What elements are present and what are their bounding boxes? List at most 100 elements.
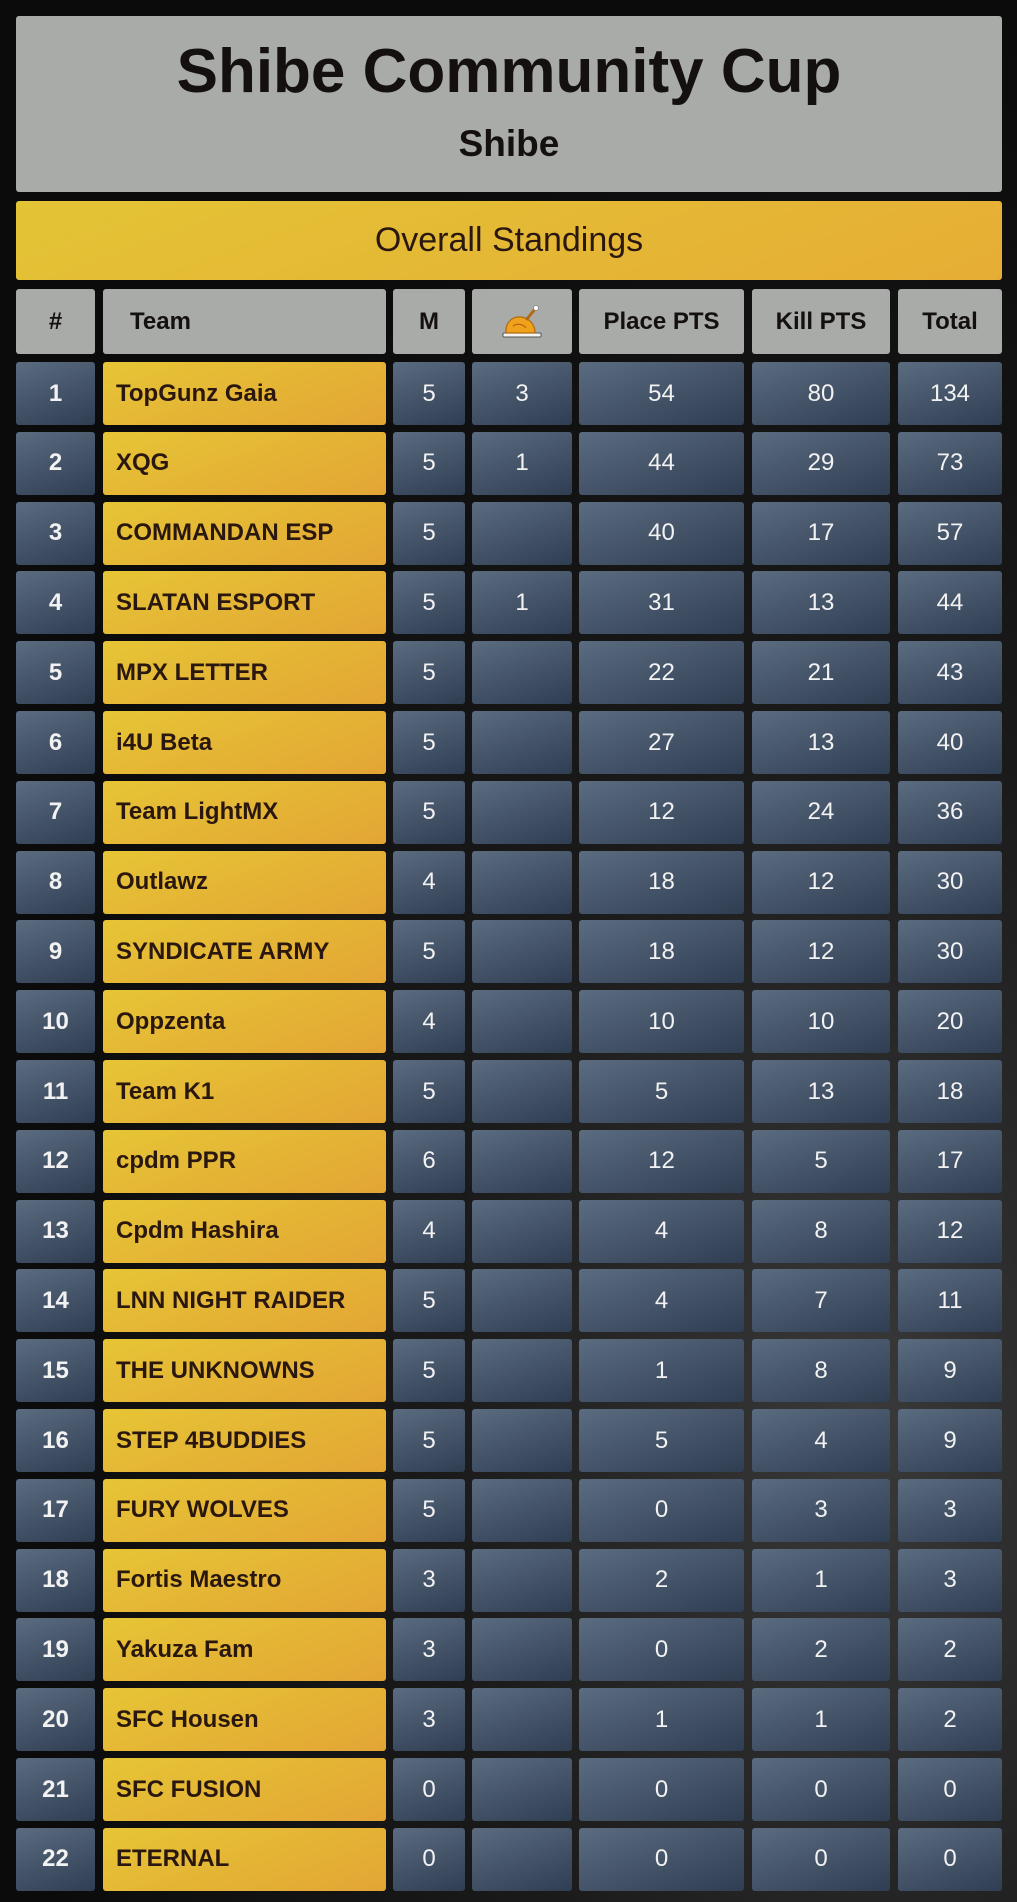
table-row: 6 i4U Beta 5 27 13 40 [0, 711, 1017, 774]
matches-cell: 5 [393, 1478, 465, 1542]
wwcd-cell [472, 1827, 572, 1891]
rank-cell: 14 [16, 1269, 95, 1333]
total-pts-cell: 9 [898, 1339, 1002, 1403]
place-pts-cell: 44 [579, 431, 744, 495]
matches-cell: 3 [393, 1688, 465, 1752]
table-row: 15 THE UNKNOWNS 5 1 8 9 [0, 1339, 1017, 1403]
table-row: 3 COMMANDAN ESP 5 40 17 57 [0, 501, 1017, 565]
place-pts-cell: 27 [579, 711, 744, 774]
wwcd-cell [472, 641, 572, 705]
wwcd-cell [472, 990, 572, 1054]
kill-pts-cell: 21 [752, 641, 890, 705]
place-pts-cell: 54 [579, 362, 744, 425]
matches-cell: 5 [393, 780, 465, 844]
team-name-cell: STEP 4BUDDIES [103, 1409, 386, 1472]
kill-pts-cell: 8 [752, 1199, 890, 1263]
kill-pts-cell: 12 [752, 920, 890, 984]
kill-pts-cell: 13 [752, 571, 890, 635]
kill-pts-cell: 1 [752, 1688, 890, 1752]
rank-cell: 6 [16, 711, 95, 774]
rank-cell: 7 [16, 780, 95, 844]
wwcd-cell [472, 1688, 572, 1752]
column-header-wwcd [472, 289, 572, 354]
rank-cell: 15 [16, 1339, 95, 1403]
table-row: 4 SLATAN ESPORT 5 1 31 13 44 [0, 571, 1017, 635]
team-name-cell: SLATAN ESPORT [103, 571, 386, 635]
kill-pts-cell: 10 [752, 990, 890, 1054]
team-name-cell: LNN NIGHT RAIDER [103, 1269, 386, 1333]
table-row: 14 LNN NIGHT RAIDER 5 4 7 11 [0, 1269, 1017, 1333]
place-pts-cell: 0 [579, 1618, 744, 1682]
team-name-cell: XQG [103, 431, 386, 495]
matches-cell: 0 [393, 1758, 465, 1821]
wwcd-cell [472, 1478, 572, 1542]
matches-cell: 3 [393, 1548, 465, 1612]
total-pts-cell: 44 [898, 571, 1002, 635]
table-row: 17 FURY WOLVES 5 0 3 3 [0, 1478, 1017, 1542]
matches-cell: 5 [393, 711, 465, 774]
team-name-cell: COMMANDAN ESP [103, 501, 386, 565]
column-header-kill-pts: Kill PTS [752, 289, 890, 354]
kill-pts-cell: 4 [752, 1409, 890, 1472]
matches-cell: 5 [393, 1339, 465, 1403]
wwcd-cell [472, 711, 572, 774]
team-name-cell: Yakuza Fam [103, 1618, 386, 1682]
wwcd-cell [472, 1548, 572, 1612]
team-name-cell: Oppzenta [103, 990, 386, 1054]
column-header-rank: # [16, 289, 95, 354]
team-name-cell: FURY WOLVES [103, 1478, 386, 1542]
total-pts-cell: 43 [898, 641, 1002, 705]
total-pts-cell: 40 [898, 711, 1002, 774]
organizer-subtitle: Shibe [458, 122, 560, 164]
tournament-header: Shibe Community Cup Shibe [16, 16, 1002, 192]
column-header-matches: M [393, 289, 465, 354]
kill-pts-cell: 80 [752, 362, 890, 425]
team-name-cell: MPX LETTER [103, 641, 386, 705]
rank-cell: 2 [16, 431, 95, 495]
matches-cell: 0 [393, 1827, 465, 1891]
total-pts-cell: 36 [898, 780, 1002, 844]
rank-cell: 12 [16, 1129, 95, 1193]
table-row: 18 Fortis Maestro 3 2 1 3 [0, 1548, 1017, 1612]
rank-cell: 11 [16, 1060, 95, 1123]
rank-cell: 20 [16, 1688, 95, 1752]
place-pts-cell: 5 [579, 1060, 744, 1123]
team-name-cell: Cpdm Hashira [103, 1199, 386, 1263]
rank-cell: 16 [16, 1409, 95, 1472]
matches-cell: 5 [393, 1269, 465, 1333]
place-pts-cell: 12 [579, 1129, 744, 1193]
matches-cell: 5 [393, 362, 465, 425]
kill-pts-cell: 13 [752, 711, 890, 774]
kill-pts-cell: 0 [752, 1758, 890, 1821]
matches-cell: 5 [393, 1060, 465, 1123]
total-pts-cell: 11 [898, 1269, 1002, 1333]
table-row: 8 Outlawz 4 18 12 30 [0, 850, 1017, 914]
team-name-cell: SFC Housen [103, 1688, 386, 1752]
total-pts-cell: 17 [898, 1129, 1002, 1193]
place-pts-cell: 18 [579, 850, 744, 914]
rank-cell: 17 [16, 1478, 95, 1542]
rank-cell: 9 [16, 920, 95, 984]
team-name-cell: SYNDICATE ARMY [103, 920, 386, 984]
wwcd-cell: 1 [472, 431, 572, 495]
matches-cell: 4 [393, 850, 465, 914]
matches-cell: 3 [393, 1618, 465, 1682]
wwcd-cell [472, 1269, 572, 1333]
matches-cell: 5 [393, 571, 465, 635]
tournament-title: Shibe Community Cup [176, 36, 842, 106]
team-name-cell: THE UNKNOWNS [103, 1339, 386, 1403]
matches-cell: 5 [393, 1409, 465, 1472]
chicken-dinner-icon [502, 304, 542, 337]
matches-cell: 5 [393, 431, 465, 495]
total-pts-cell: 57 [898, 501, 1002, 565]
team-name-cell: i4U Beta [103, 711, 386, 774]
kill-pts-cell: 24 [752, 780, 890, 844]
rank-cell: 19 [16, 1618, 95, 1682]
place-pts-cell: 18 [579, 920, 744, 984]
place-pts-cell: 0 [579, 1758, 744, 1821]
wwcd-cell [472, 1758, 572, 1821]
matches-cell: 5 [393, 501, 465, 565]
team-name-cell: Outlawz [103, 850, 386, 914]
wwcd-cell [472, 1409, 572, 1472]
total-pts-cell: 30 [898, 920, 1002, 984]
